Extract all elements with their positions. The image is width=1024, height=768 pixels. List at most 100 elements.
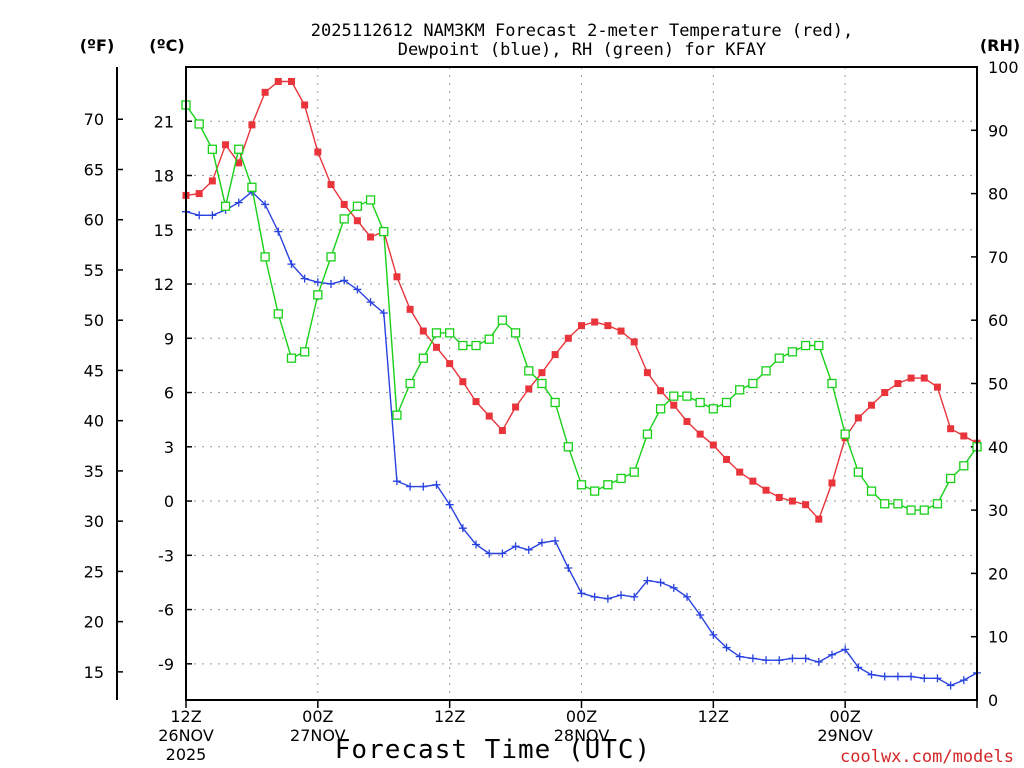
time-tick-label-line2: 29NOV — [817, 726, 873, 745]
rh-tick-label: 20 — [988, 564, 1008, 583]
dewpoint-point — [669, 583, 678, 592]
dewpoint-point — [537, 538, 546, 547]
celsius-tick-label: 6 — [164, 384, 174, 403]
dewpoint-point — [709, 630, 718, 639]
rh-point — [616, 473, 626, 484]
celsius-tick-label: 18 — [154, 167, 174, 186]
celsius-tick-label: -6 — [158, 601, 174, 620]
dewpoint-point — [907, 672, 916, 681]
dewpoint-point — [300, 274, 309, 283]
temperature-point — [881, 389, 889, 397]
dewpoint-point — [603, 594, 612, 603]
rh-unit-label: (RH) — [980, 36, 1020, 55]
rh-point — [458, 340, 468, 351]
rh-point — [774, 353, 784, 363]
dewpoint-point — [827, 650, 836, 659]
dewpoint-point — [498, 549, 507, 558]
dewpoint-point — [472, 540, 481, 549]
time-tick-label-line1: 00Z — [830, 707, 861, 726]
temperature-point — [894, 380, 902, 387]
rh-tick-label: 80 — [988, 185, 1008, 204]
rh-point — [576, 480, 587, 490]
rh-point — [379, 226, 389, 237]
rh-point — [418, 353, 428, 363]
time-tick-label-line1: 00Z — [302, 707, 333, 726]
temperature-point — [525, 385, 533, 393]
celsius-tick-label: 0 — [164, 492, 174, 511]
rh-point — [234, 144, 244, 154]
dewpoint-point — [880, 672, 889, 681]
dewpoint-point — [762, 656, 771, 665]
dewpoint-point — [234, 198, 243, 207]
fahrenheit-tick-label: 45 — [84, 361, 104, 380]
temperature-point — [446, 360, 454, 368]
rh-point — [352, 201, 363, 211]
rh-point — [642, 429, 653, 439]
temperature-point — [828, 479, 836, 487]
rh-point — [194, 119, 204, 129]
temperature-point — [591, 318, 599, 326]
fahrenheit-tick-label: 15 — [84, 663, 104, 682]
dewpoint-point — [867, 670, 876, 679]
rh-point — [682, 391, 692, 401]
celsius-tick-label: 15 — [154, 221, 174, 240]
dewpoint-point — [406, 482, 415, 491]
dewpoint-point — [788, 654, 797, 663]
temperature-point — [736, 468, 744, 476]
temperature-point — [604, 322, 612, 330]
rh-point — [893, 499, 903, 509]
temperature-point — [472, 398, 480, 406]
rh-point — [563, 442, 573, 452]
fahrenheit-unit-label: (ºF) — [80, 36, 115, 55]
rh-point — [721, 397, 732, 408]
dewpoint-point — [630, 592, 639, 601]
fahrenheit-tick-label: 65 — [84, 160, 104, 179]
dewpoint-point — [287, 260, 296, 269]
celsius-tick-label: 3 — [164, 438, 174, 457]
rh-point — [906, 505, 916, 515]
rh-point — [695, 397, 705, 408]
temperature-point — [749, 477, 757, 485]
dewpoint-point — [432, 480, 441, 489]
time-tick-label-line2: 26NOV — [158, 726, 214, 745]
temperature-point — [314, 148, 322, 156]
rh-point — [299, 347, 310, 357]
rh-point — [550, 397, 560, 408]
rh-tick-label: 10 — [988, 628, 1008, 647]
rh-point — [840, 429, 850, 439]
time-tick-label-line1: 12Z — [170, 707, 201, 726]
temperature-point — [498, 427, 506, 435]
plot-frame — [185, 66, 978, 701]
rh-point — [247, 182, 257, 192]
rh-point — [286, 353, 297, 363]
gridlines — [186, 67, 977, 700]
temperature-point — [340, 200, 348, 208]
data-series — [181, 77, 982, 690]
rh-point — [590, 486, 600, 496]
temperature-point — [327, 181, 335, 189]
temperature-point — [419, 327, 427, 335]
dewpoint-point — [590, 592, 599, 601]
time-tick-label-line3: 2025 — [166, 745, 207, 764]
dewpoint-point — [261, 200, 270, 209]
credit-label: coolwx.com/models — [840, 747, 1014, 767]
dewpoint-point — [946, 681, 955, 690]
temperature-point — [274, 77, 282, 85]
temperature-point — [907, 374, 915, 382]
fahrenheit-tick-label: 60 — [84, 211, 104, 230]
temperature-point — [657, 387, 665, 395]
dewpoint-point — [748, 654, 757, 663]
rh-point — [603, 480, 613, 490]
celsius-unit-label: (ºC) — [149, 36, 184, 55]
fahrenheit-tick-label: 55 — [84, 261, 104, 280]
temperature-point — [578, 322, 585, 330]
rh-tick-label: 70 — [988, 248, 1008, 267]
temperature-point — [512, 403, 520, 411]
rh-point — [207, 144, 218, 154]
temperature-point — [670, 401, 678, 409]
rh-point — [708, 404, 718, 414]
time-tick-label-line1: 12Z — [698, 707, 729, 726]
temperature-point — [683, 417, 691, 425]
fahrenheit-tick-label: 70 — [84, 110, 104, 129]
